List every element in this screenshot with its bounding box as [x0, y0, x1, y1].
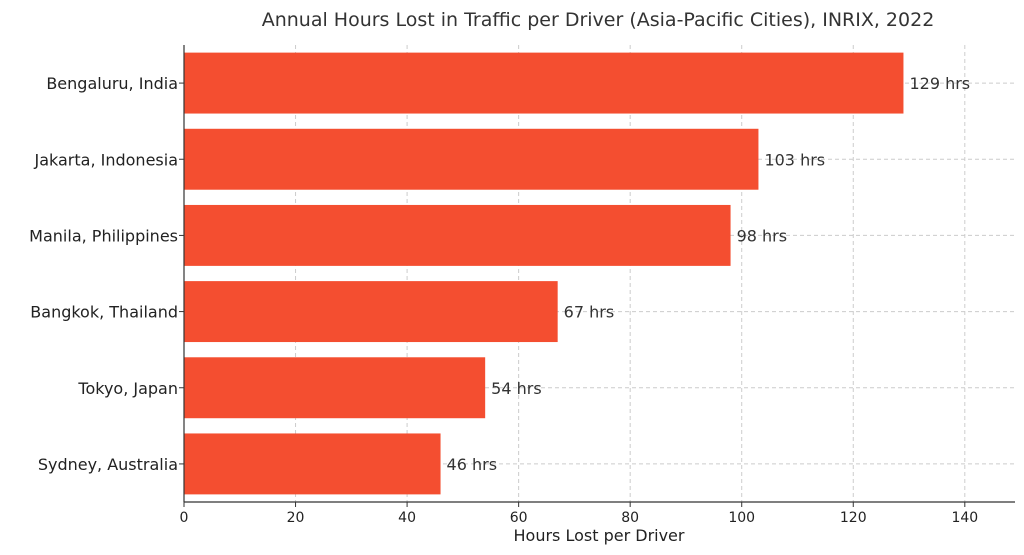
x-tick-label-20: 20	[287, 510, 305, 526]
category-label-5: Sydney, Australia	[38, 455, 178, 474]
data-labels: 129 hrs 103 hrs 98 hrs 67 hrs 54 hrs 46 hrs	[447, 74, 971, 474]
category-label-1: Jakarta, Indonesia	[33, 150, 178, 169]
x-tick-label-80: 80	[621, 510, 639, 526]
x-tick-label-40: 40	[398, 510, 416, 526]
category-label-3: Bangkok, Thailand	[30, 303, 178, 322]
bar-1	[184, 128, 759, 190]
bar-2	[184, 204, 731, 266]
x-tick-label-60: 60	[510, 510, 528, 526]
data-label-1: 103 hrs	[764, 150, 825, 169]
bar-5	[184, 433, 441, 495]
x-axis-label: Hours Lost per Driver	[514, 526, 685, 545]
category-label-0: Bengaluru, India	[46, 74, 178, 93]
category-label-2: Manila, Philippines	[29, 226, 178, 245]
data-label-3: 67 hrs	[564, 303, 615, 322]
x-tick-label-100: 100	[728, 510, 755, 526]
data-label-2: 98 hrs	[737, 226, 788, 245]
bar-0	[184, 52, 904, 114]
chart-title: Annual Hours Lost in Traffic per Driver …	[262, 9, 935, 31]
data-label-0: 129 hrs	[909, 74, 970, 93]
data-label-4: 54 hrs	[491, 379, 542, 398]
x-tick-label-0: 0	[180, 510, 189, 526]
category-label-4: Tokyo, Japan	[77, 379, 178, 398]
bars	[184, 52, 904, 495]
x-tick-label-120: 120	[840, 510, 867, 526]
x-tick-label-140: 140	[951, 510, 978, 526]
bar-4	[184, 357, 486, 419]
axes: Bengaluru, India Jakarta, Indonesia Manila…	[29, 45, 1015, 526]
data-label-5: 46 hrs	[447, 455, 498, 474]
bar-3	[184, 281, 558, 343]
